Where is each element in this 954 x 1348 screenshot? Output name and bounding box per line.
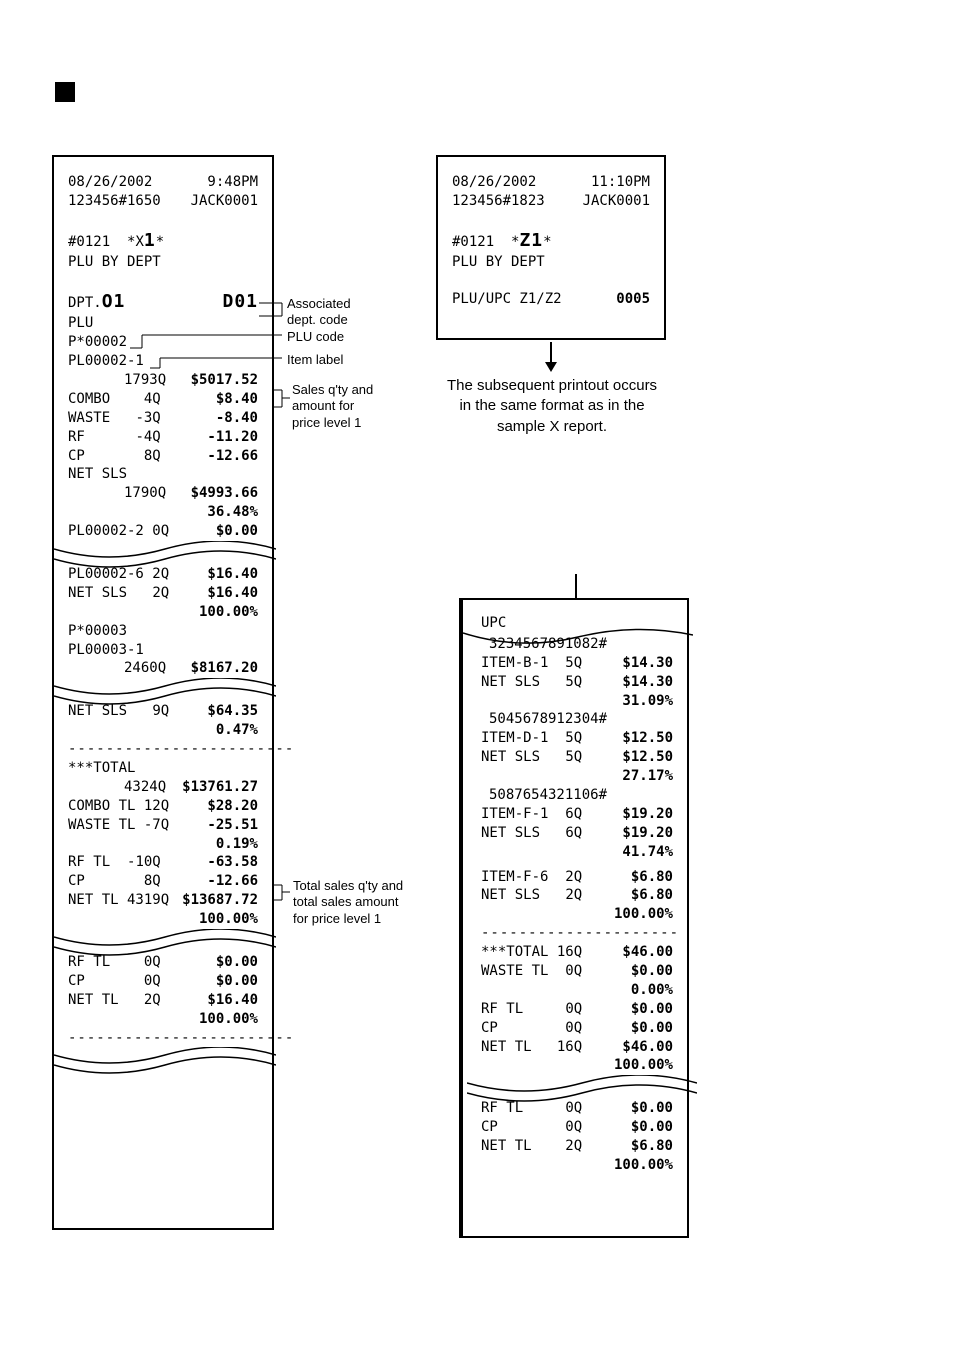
annotation-plu-code: PLU code [287,329,344,345]
annotation-total-sales: Total sales q'ty and total sales amount … [293,878,403,927]
annotation-sales-qty: Sales q'ty and amount for price level 1 [292,382,373,431]
arrow-down-icon [544,342,558,372]
annotation-subsequent: The subsequent printout occurs in the sa… [432,376,672,437]
wave-cut [467,1075,687,1099]
annotation-item-label: Item label [287,352,343,368]
receipt-z-report: 08/26/200211:10PM 123456#1823JACK0001 #0… [436,155,666,340]
receipt-upc-report: UPC 3234567891082# ITEM-B-1 5Q$14.30 NET… [459,598,689,1238]
annotation-dept-code: Associated dept. code [287,296,351,329]
